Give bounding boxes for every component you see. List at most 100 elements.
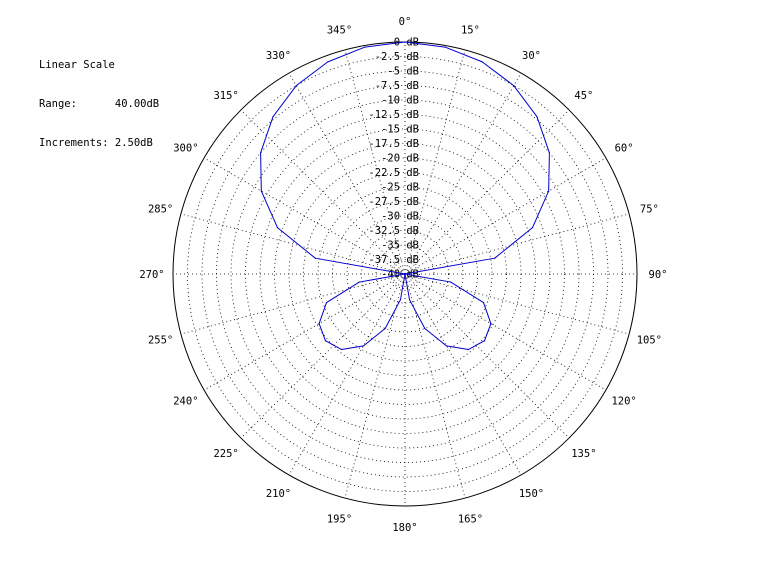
angle-tick-label: 15° [461,25,480,37]
grid-spoke [203,157,406,275]
pattern-point [404,41,406,43]
pattern-point [404,273,406,275]
pattern-point [362,345,365,347]
radial-tick-label: -30 dB [381,211,419,223]
increments-row: Increments: 2.50dB [39,137,159,150]
grid-ring [230,99,580,449]
radial-tick-labels: 0 dB-2.5 dB-5 dB-7.5 dB-10 dB-12.5 dB-15… [368,37,419,281]
angle-tick-label: 315° [213,90,238,102]
pattern-point [490,322,492,325]
grid-ring [317,186,493,362]
pattern-point [276,226,279,229]
pattern-point [295,85,297,87]
pattern-point [324,340,327,342]
pattern-point [325,301,328,304]
radial-tick-label: -25 dB [381,182,419,194]
scale-label: Linear Scale [39,59,115,71]
pattern-point [358,281,360,283]
radial-tick-label: -5 dB [387,66,419,78]
pattern-point [548,190,550,192]
pattern-point [445,345,448,347]
pattern-point [408,299,411,301]
radial-tick-label: -22.5 dB [368,167,419,179]
radial-tick-label: -35 dB [381,240,419,252]
radial-tick-label: -37.5 dB [368,254,419,266]
angle-tick-labels: 0° 15° 30° 45° 60° 75° 90° 105° 120° 135° 150° 165°… [139,16,667,534]
radial-tick-label: -2.5 dB [375,51,419,63]
pattern-point [424,327,426,330]
angle-tick-label: 225° [213,448,238,460]
pattern-point [494,257,496,259]
angle-tick-label: 240° [173,396,198,408]
pattern-point [450,281,452,283]
pattern-point [384,327,386,330]
angle-tick-label: 105° [637,334,662,346]
range-row: Range: 40.00dB [39,98,159,111]
grid-spoke [404,273,630,335]
radial-tick-label: -10 dB [381,95,419,107]
grid-ring [303,172,507,376]
angle-tick-label: 135° [571,448,596,460]
angle-tick-label: 285° [148,204,173,216]
grid-ring [201,70,609,478]
grid-spoke [404,213,630,275]
angle-tick-label: 30° [522,50,541,62]
angle-tick-label: 150° [519,488,544,500]
angle-tick-label: 45° [574,90,593,102]
grid-ring [274,143,536,405]
grid-ring [346,215,464,333]
grid-spoke [404,273,570,439]
pattern-point [444,46,446,48]
pattern-point [327,61,329,63]
angle-tick-label: 210° [266,488,291,500]
grid-spoke [404,273,522,476]
grid-spoke [288,273,406,476]
grid-spoke [180,273,406,335]
angle-tick-label: 330° [266,50,291,62]
pattern-point [314,257,316,259]
angle-tick-label: 165° [458,513,483,525]
range-value: 40.00dB [114,98,160,110]
radial-tick-label: -15 dB [381,124,419,136]
grid-ring [361,230,449,318]
pattern-point [467,348,469,351]
angle-tick-label: 75° [640,204,659,216]
pattern-point [260,152,262,154]
radial-tick-label: -20 dB [381,153,419,165]
pattern-point [341,348,343,351]
angle-tick-label: 0° [399,16,412,28]
grid-ring [245,114,565,434]
angle-tick-label: 300° [173,143,198,155]
angle-tick-label: 180° [392,522,417,534]
grid-spoke [240,109,406,275]
grid-spoke [288,72,406,275]
grid-spoke [240,273,406,439]
pattern-point [364,46,366,48]
grid-spoke [404,109,570,275]
pattern-point [260,190,262,192]
grid-spoke [404,273,607,391]
grid-ring [187,56,623,492]
polar-grid [172,41,638,507]
pattern-point [548,152,550,154]
pattern-point [513,85,515,87]
radial-tick-label: -32.5 dB [368,225,419,237]
pattern-point [536,116,538,118]
angle-tick-label: 60° [615,143,634,155]
pattern-point [272,116,274,118]
scale-info: Linear Scale Range: 40.00dB Increments: … [39,33,159,163]
angle-tick-label: 195° [327,513,352,525]
pattern-point [482,301,485,304]
increments-value: 2.50dB [114,137,153,149]
angle-tick-label: 120° [611,396,636,408]
increments-label: Increments: [39,137,109,149]
pattern-point [481,61,483,63]
grid-spoke [404,72,522,275]
grid-ring [390,259,420,289]
range-label: Range: [39,98,77,110]
radial-tick-label: -17.5 dB [368,138,419,150]
angle-tick-label: 90° [649,269,668,281]
pattern-point [531,226,534,229]
grid-spoke [404,157,607,275]
